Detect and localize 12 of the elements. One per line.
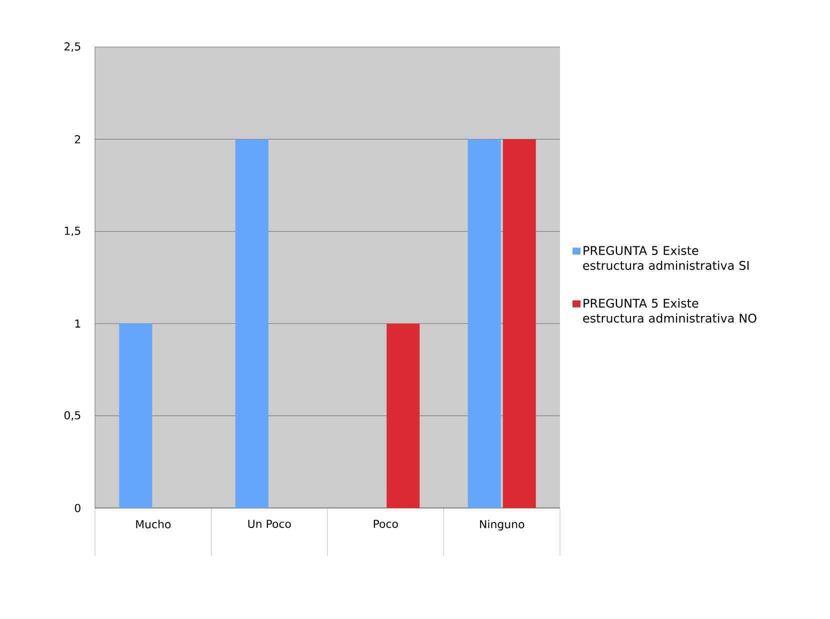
legend-label: PREGUNTA 5 Existe estructura administrativa SI	[583, 246, 749, 270]
y-tick-label: 1	[75, 320, 80, 328]
y-tick-label: 0	[74, 504, 80, 512]
x-tick-label: Mucho	[136, 520, 171, 528]
y-tick-label: 2,5	[64, 42, 80, 52]
y-tick-label: 2	[74, 135, 80, 144]
x-tick-label: Poco	[374, 520, 398, 528]
y-tick-label: 0,5	[64, 411, 80, 420]
y-tick-label: 1,5	[64, 226, 80, 236]
x-tick-label: Un Poco	[248, 520, 291, 528]
x-tick-label: Ninguno	[480, 520, 524, 530]
legend-label: PREGUNTA 5 Existe estructura administrativa NO	[583, 298, 756, 323]
